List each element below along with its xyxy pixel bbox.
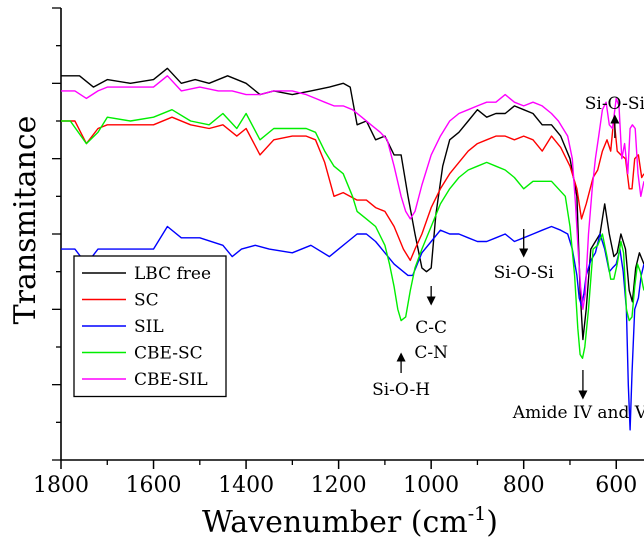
x-tick-label: 1000: [403, 473, 459, 498]
x-tick-label: 1400: [218, 473, 274, 498]
series-group: [61, 67, 644, 431]
peak-annotation: C-N: [414, 343, 448, 363]
x-axis-title-sup: -1: [468, 503, 487, 525]
x-tick-label: 1600: [126, 473, 182, 498]
peak-annotation: Si-O-Si: [494, 263, 555, 283]
x-axis-title-close: ): [486, 505, 498, 540]
annotations: Si-O-H C-C C-N Si-O-Si Si-O-Si Amide IV and V: [372, 94, 644, 423]
x-tick-label: 800: [503, 473, 545, 498]
x-tick-label: 1800: [33, 473, 89, 498]
peak-annotation: Si-O-Si: [585, 94, 644, 114]
peak-annotation: Amide IV and V: [512, 403, 644, 423]
x-tick-label: 1200: [311, 473, 367, 498]
y-axis-title: Transmitance: [8, 116, 43, 325]
series-line-lbc-free: [61, 67, 644, 341]
axes: 1800 1600 1400 1200 1000 800 600: [33, 7, 644, 498]
legend: LBC free SC SIL CBE-SC CBE-SIL: [73, 255, 227, 398]
legend-label-cbe-sc: CBE-SC: [134, 344, 203, 364]
x-axis-title-main: Wavenumber (cm: [202, 505, 468, 540]
series-line-sil: [61, 225, 644, 431]
legend-label-sil: SIL: [134, 317, 164, 337]
legend-label-sc: SC: [134, 291, 159, 311]
series-line-sc: [61, 116, 644, 262]
series-line-cbe-sil: [61, 75, 644, 310]
series-line-cbe-sc: [61, 109, 644, 359]
legend-label-cbe-sil: CBE-SIL: [134, 370, 208, 390]
x-tick-label: 600: [595, 473, 637, 498]
x-axis-title: Wavenumber (cm-1): [202, 503, 498, 540]
peak-annotation: Si-O-H: [372, 380, 430, 400]
legend-label-lbc-free: LBC free: [134, 264, 211, 284]
peak-annotation: C-C: [415, 318, 447, 338]
